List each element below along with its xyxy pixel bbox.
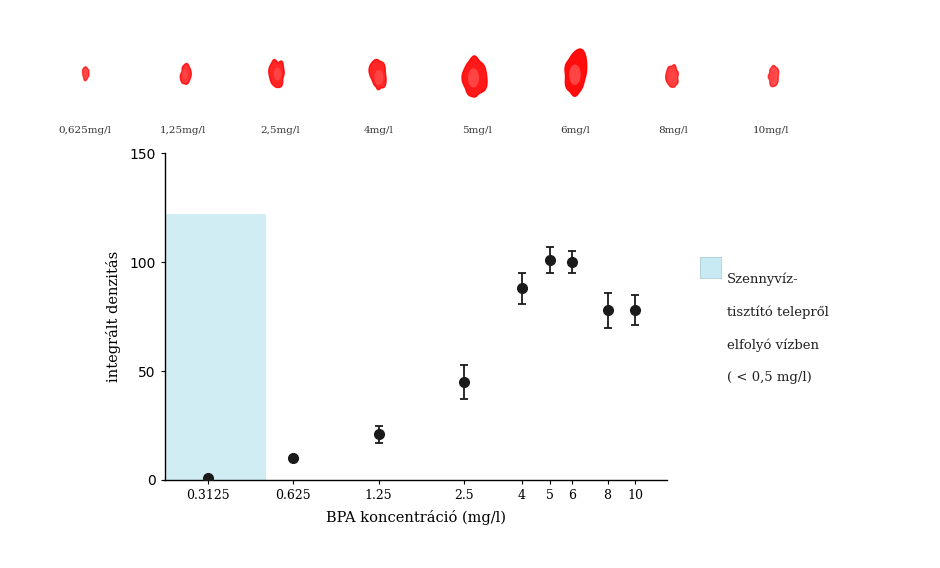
Text: tisztító telepről: tisztító telepről (727, 306, 828, 319)
Polygon shape (666, 65, 679, 87)
Text: 8mg/l: 8mg/l (658, 126, 688, 135)
Polygon shape (768, 65, 778, 87)
Polygon shape (771, 72, 775, 80)
Text: 1,25mg/l: 1,25mg/l (160, 126, 206, 135)
Polygon shape (565, 49, 587, 97)
Text: 0,625mg/l: 0,625mg/l (58, 126, 111, 135)
Text: ( < 0,5 mg/l): ( < 0,5 mg/l) (727, 371, 811, 385)
Text: 2,5mg/l: 2,5mg/l (260, 126, 301, 135)
Text: Szennyvíz-: Szennyvíz- (727, 273, 798, 286)
Text: elfolyó vízben: elfolyó vízben (727, 339, 819, 352)
Polygon shape (274, 68, 280, 80)
Text: 4mg/l: 4mg/l (364, 126, 394, 135)
Polygon shape (570, 65, 580, 84)
Polygon shape (269, 60, 284, 87)
Polygon shape (182, 70, 187, 78)
Text: 5mg/l: 5mg/l (462, 126, 492, 135)
Y-axis label: integrált denzitás: integrált denzitás (106, 251, 120, 382)
Polygon shape (375, 70, 383, 85)
Polygon shape (83, 67, 89, 81)
Polygon shape (369, 60, 386, 90)
Text: 10mg/l: 10mg/l (753, 126, 789, 135)
Polygon shape (671, 72, 676, 82)
Text: 6mg/l: 6mg/l (560, 126, 589, 135)
Polygon shape (180, 64, 191, 84)
Polygon shape (469, 69, 478, 87)
Polygon shape (85, 72, 87, 77)
Polygon shape (462, 56, 487, 97)
Bar (164, 214, 266, 480)
X-axis label: BPA koncentráció (mg/l): BPA koncentráció (mg/l) (326, 510, 506, 525)
